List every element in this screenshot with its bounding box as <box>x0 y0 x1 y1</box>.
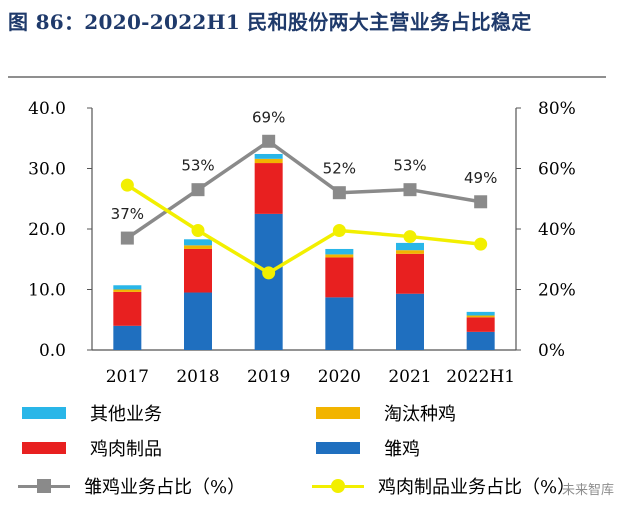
bar-segment <box>396 242 424 251</box>
chick-share-point <box>474 195 488 209</box>
bar-segment <box>113 289 142 292</box>
bar-segment <box>466 315 495 318</box>
bar-segment <box>325 257 354 298</box>
legend-item-other: 其他业务 <box>22 398 162 428</box>
chick-share-line <box>126 139 481 240</box>
bar-segment <box>325 254 354 258</box>
bar-segment <box>325 248 354 255</box>
product-share-point <box>262 266 276 280</box>
legend-item-chicks: 雏鸡 <box>316 433 420 463</box>
legend-item-chicken-products: 鸡肉制品 <box>22 433 162 463</box>
legend-swatch-other <box>22 407 66 419</box>
legend-label-culled-breeders: 淘汰种鸡 <box>384 404 456 425</box>
product-share-point <box>332 224 346 238</box>
bar-segment <box>396 293 424 350</box>
legend-label-chick-share: 雏鸡业务占比（%） <box>84 477 246 498</box>
chart-title: 图 86：2020-2022H1 民和股份两大主营业务占比稳定 <box>8 10 532 34</box>
legend-swatch-culled-breeders <box>316 407 360 419</box>
y-left-tick-label: 20.0 <box>28 220 66 240</box>
legend-label-product-share: 鸡肉制品业务占比（%） <box>378 477 576 498</box>
bar-segment <box>466 317 495 332</box>
product-share-point <box>403 230 417 244</box>
data-label: 53% <box>393 157 426 175</box>
x-tick-label: 2018 <box>176 367 219 387</box>
legend-label-chicks: 雏鸡 <box>384 439 420 460</box>
bar-segment <box>254 158 283 164</box>
data-label: 49% <box>464 169 497 187</box>
bar-segment <box>113 325 142 350</box>
chick-share-point <box>191 183 205 197</box>
y-left-tick-label: 40.0 <box>28 99 66 119</box>
y-right-tick-label: 20% <box>538 281 576 301</box>
x-tick-label: 2020 <box>318 367 361 387</box>
bar-segment <box>254 163 283 214</box>
data-label: 69% <box>252 108 285 126</box>
x-tick-label: 2022H1 <box>446 367 515 387</box>
watermark: 未来智库 <box>561 483 614 498</box>
chick-share-point <box>403 183 417 197</box>
legend-swatch-chick-share <box>18 476 70 496</box>
x-tick-label: 2017 <box>106 367 149 387</box>
product-share-point <box>191 224 205 238</box>
y-right-tick-label: 60% <box>538 160 576 180</box>
legend-swatch-product-share <box>312 476 364 496</box>
bar-segment <box>184 292 212 350</box>
bar-segment <box>396 253 424 294</box>
legend-swatch-chicks <box>316 442 360 454</box>
bar-segment <box>184 245 212 249</box>
legend-item-product-share: 鸡肉制品业务占比（%） <box>312 471 575 501</box>
chart-legend: 其他业务 淘汰种鸡 鸡肉制品 雏鸡 雏鸡业务占比（%） 鸡肉制品业务占比（%） <box>0 396 628 508</box>
bar-segment <box>396 250 424 254</box>
chick-share-point <box>332 186 346 200</box>
x-tick-label: 2021 <box>388 367 431 387</box>
chick-share-point <box>120 231 134 245</box>
data-label: 52% <box>323 160 356 178</box>
product-share-point <box>120 178 134 192</box>
y-right-tick-label: 0% <box>538 341 565 361</box>
bar-segment <box>184 248 212 293</box>
bar-segment <box>466 331 495 350</box>
y-left-tick-label: 0.0 <box>39 341 66 361</box>
bar-segment <box>254 213 283 350</box>
bar-segment <box>466 311 495 316</box>
bar-segment <box>113 291 142 326</box>
product-share-line <box>126 183 481 275</box>
title-divider <box>8 76 606 78</box>
bar-segment <box>254 153 283 159</box>
legend-swatch-chicken-products <box>22 442 66 454</box>
y-right-tick-label: 80% <box>538 99 576 119</box>
legend-item-chick-share: 雏鸡业务占比（%） <box>18 471 245 501</box>
bar-segment <box>113 285 142 290</box>
data-label: 37% <box>111 205 144 223</box>
bar-segment <box>184 239 212 246</box>
y-right-tick-label: 40% <box>538 220 576 240</box>
legend-label-other: 其他业务 <box>90 404 162 425</box>
legend-label-chicken-products: 鸡肉制品 <box>90 439 162 460</box>
x-tick-label: 2019 <box>247 367 290 387</box>
product-share-point <box>474 237 488 251</box>
chick-share-point <box>262 134 276 148</box>
bar-segment <box>325 297 354 350</box>
data-label: 53% <box>181 157 214 175</box>
legend-item-culled-breeders: 淘汰种鸡 <box>316 398 456 428</box>
y-left-tick-label: 10.0 <box>28 281 66 301</box>
combo-chart: 0.0 10.0 20.0 30.0 40.0 0% 20% 40% 60% 80% 2017 201… <box>28 99 576 387</box>
y-left-tick-label: 30.0 <box>28 160 66 180</box>
